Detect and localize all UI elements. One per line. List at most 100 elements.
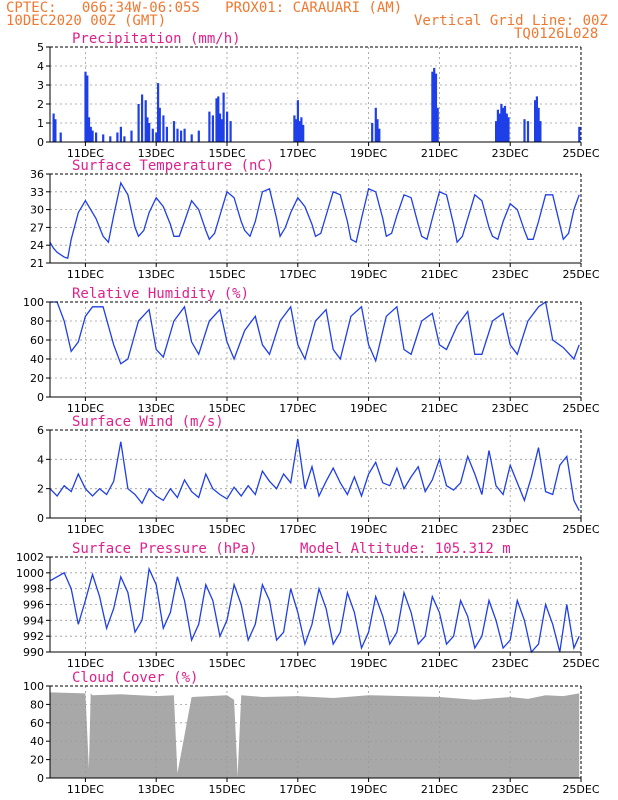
precip-bar-39	[226, 111, 229, 142]
precip-bar-19	[148, 123, 151, 142]
precip-xtick-label-2: 15DEC	[208, 147, 245, 160]
precip-bar-30	[190, 134, 193, 142]
temp-ytick-label-0: 21	[30, 257, 44, 270]
precip-ytick-label-0: 0	[37, 136, 44, 149]
pressure-ytick-label-3: 996	[23, 599, 44, 612]
precip-bar-32	[208, 111, 211, 142]
precip-bar-55	[495, 121, 498, 142]
precip-bar-61	[505, 113, 508, 142]
rh-series-line	[50, 300, 580, 365]
cloud-ytick-label-3: 60	[30, 717, 44, 730]
precip-bar-20	[151, 128, 154, 142]
header-date: 10DEC2020 00Z (GMT)	[6, 13, 167, 29]
rh-ytick-label-4: 80	[30, 315, 44, 328]
precip-bar-37	[220, 119, 223, 142]
precip-bar-29	[183, 128, 186, 142]
precip-bar-59	[502, 107, 505, 142]
precip-bar-58	[500, 104, 503, 142]
cloud-xtick-label-0: 11DEC	[67, 783, 104, 796]
precip-bar-65	[534, 100, 537, 142]
precip-bar-46	[302, 124, 305, 142]
rh-title: Relative Humidity (%)	[72, 286, 249, 302]
precip-ytick-label-4: 4	[37, 60, 44, 73]
header-grid-note: Vertical Grid Line: 00Z	[414, 13, 608, 29]
precip-bar-40	[229, 121, 232, 142]
wind-xtick-label-2: 15DEC	[208, 523, 245, 536]
precip-panel: 0 1 2 3 4 5 11DEC 13DEC 15DEC 17DEC 19DEC 21DEC 23DE…	[37, 31, 600, 160]
precip-bar-45	[300, 117, 303, 142]
pressure-ytick-label-6: 1002	[16, 551, 44, 564]
precip-bar-44	[298, 121, 301, 142]
precip-ytick-label-2: 2	[37, 98, 44, 111]
cloud-xtick-label-7: 25DEC	[562, 783, 599, 796]
precip-bar-8	[95, 132, 98, 142]
precip-bar-23	[158, 107, 161, 142]
precip-bar-11	[116, 132, 119, 142]
precip-xtick-label-5: 21DEC	[421, 147, 458, 160]
pressure-xtick-label-6: 23DEC	[492, 657, 529, 670]
precip-title: Precipitation (mm/h)	[72, 31, 241, 47]
rh-xtick-label-2: 15DEC	[208, 402, 245, 415]
precip-bar-21	[155, 132, 158, 142]
cloud-ytick-label-4: 80	[30, 698, 44, 711]
pressure-annotation: Model Altitude: 105.312 m	[300, 541, 511, 557]
precip-bar-3	[84, 71, 87, 142]
precip-bar-27	[176, 128, 179, 142]
precip-bar-24	[162, 115, 165, 142]
temp-xtick-label-1: 13DEC	[138, 268, 175, 281]
precip-bar-26	[172, 121, 176, 142]
precip-bar-1	[54, 119, 57, 142]
precip-bar-6	[89, 126, 92, 142]
temp-xtick-label-3: 17DEC	[279, 268, 316, 281]
rh-xtick-label-4: 19DEC	[350, 402, 387, 415]
temp-panel: 21 24 27 30 33 36 11DEC 13DEC 15DEC 17DEC 19DEC 21D…	[30, 158, 600, 281]
cloud-ytick-label-0: 0	[37, 772, 44, 785]
rh-ytick-label-2: 40	[30, 353, 44, 366]
precip-bar-51	[431, 71, 434, 142]
wind-xtick-label-6: 23DEC	[492, 523, 529, 536]
wind-ytick-label-0: 0	[37, 512, 44, 525]
cloud-panel: 0 20 40 60 80 100 11DEC 13DEC 15DEC 17DEC 19DEC 21D…	[23, 670, 600, 796]
precip-bar-54	[436, 107, 439, 142]
precip-xtick-label-0: 11DEC	[67, 147, 104, 160]
precip-ytick-label-3: 3	[37, 79, 44, 92]
rh-xtick-label-1: 13DEC	[138, 402, 175, 415]
rh-xtick-label-6: 23DEC	[492, 402, 529, 415]
header-line1: CPTEC: 066:34W-06:05S PROX01: CARAUARI (…	[6, 0, 403, 16]
wind-title: Surface Wind (m/s)	[72, 414, 224, 430]
precip-bar-10	[109, 136, 112, 142]
precip-bar-0	[52, 113, 55, 142]
precip-bar-4	[86, 75, 89, 142]
pressure-panel: 990 992 994 996 998 1000 1002 11DEC 13DEC 15DEC 17…	[16, 541, 600, 670]
precip-bar-68	[539, 121, 542, 142]
cloud-xtick-label-6: 23DEC	[492, 783, 529, 796]
cloud-xtick-label-2: 15DEC	[208, 783, 245, 796]
precip-bar-63	[523, 119, 526, 142]
pressure-ytick-label-0: 990	[23, 646, 44, 659]
cloud-xtick-label-1: 13DEC	[138, 783, 175, 796]
cloud-area	[50, 692, 580, 778]
precip-bar-33	[211, 115, 214, 142]
precip-bar-36	[218, 113, 222, 142]
precip-bar-41	[293, 115, 296, 142]
cloud-xtick-label-3: 17DEC	[279, 783, 316, 796]
rh-panel: 0 20 40 60 80 100 11DEC 13DEC 15DEC 17DEC 19DEC 21D…	[23, 286, 600, 415]
precip-xtick-label-3: 17DEC	[279, 147, 316, 160]
wind-ytick-label-1: 2	[37, 483, 44, 496]
precip-xtick-label-7: 25DEC	[562, 147, 599, 160]
wind-ytick-label-2: 4	[37, 453, 44, 466]
wind-xtick-label-4: 19DEC	[350, 523, 387, 536]
wind-xtick-label-7: 25DEC	[562, 523, 599, 536]
precip-bar-47	[371, 123, 374, 142]
pressure-ytick-label-1: 992	[23, 630, 44, 643]
precip-bar-31	[197, 130, 200, 142]
wind-panel: 0 2 4 6 11DEC 13DEC 15DEC 17DEC 19DEC 21DEC 23DEC 2…	[37, 414, 600, 536]
rh-ytick-label-0: 0	[37, 391, 44, 404]
rh-xtick-label-5: 21DEC	[421, 402, 458, 415]
precip-bar-62	[507, 117, 510, 142]
precip-bar-60	[503, 105, 507, 142]
precip-bar-25	[165, 126, 168, 142]
temp-xtick-label-4: 19DEC	[350, 268, 387, 281]
precip-bar-48	[374, 107, 377, 142]
